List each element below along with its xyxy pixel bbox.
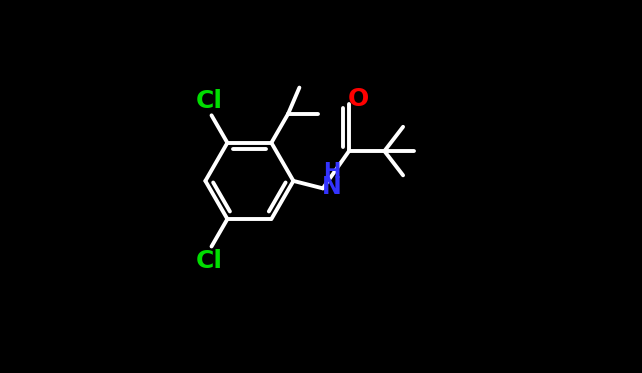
Text: H: H xyxy=(324,162,341,182)
Text: Cl: Cl xyxy=(196,89,223,113)
Text: N: N xyxy=(322,175,342,198)
Text: Cl: Cl xyxy=(196,249,223,273)
Text: O: O xyxy=(348,87,369,111)
